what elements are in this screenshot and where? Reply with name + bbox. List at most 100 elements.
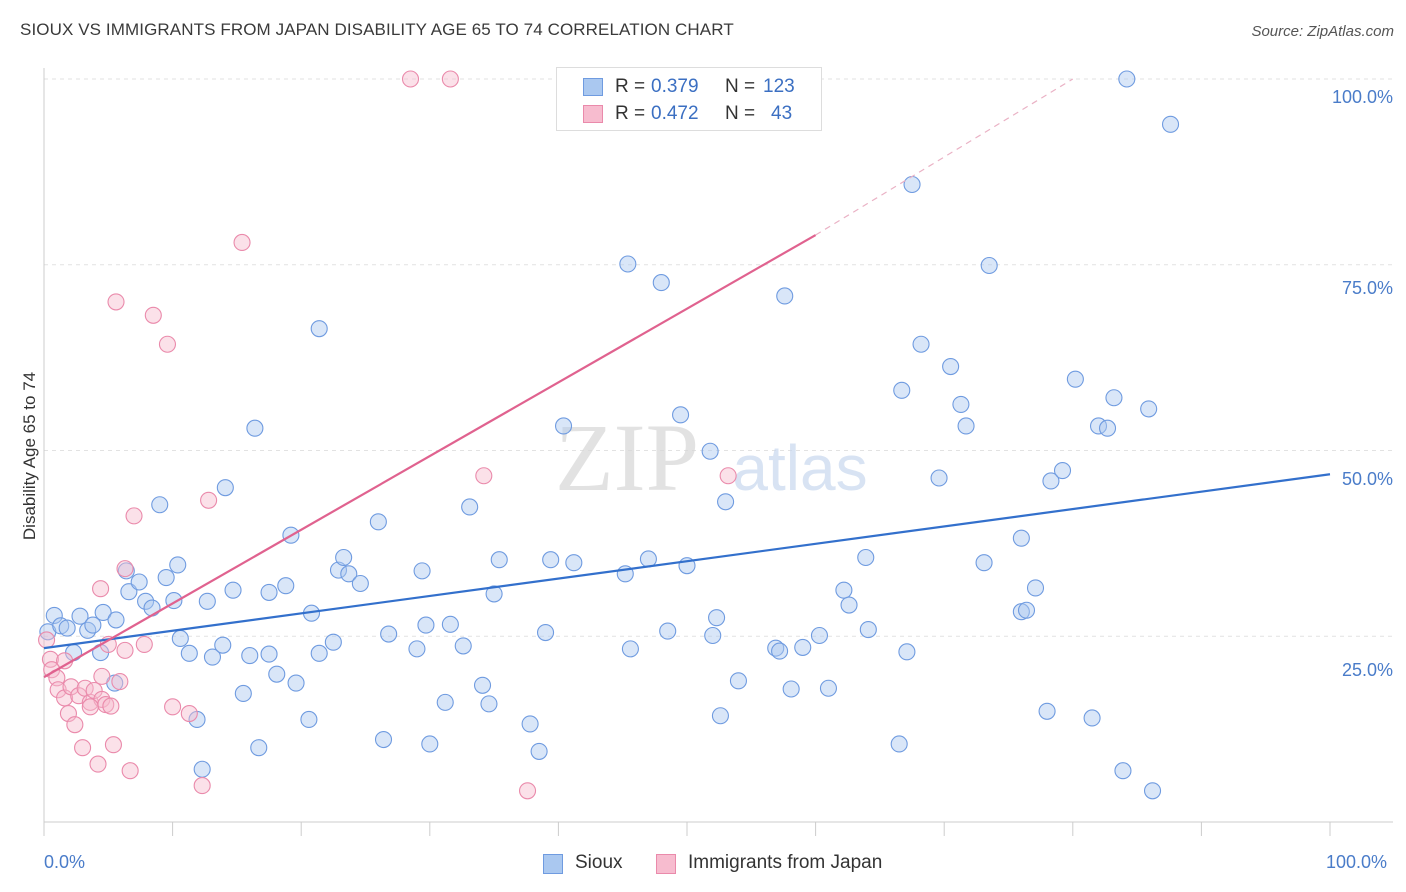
sioux-point: [835, 581, 853, 599]
japan-point: [107, 293, 125, 311]
sioux-point: [169, 556, 187, 574]
sioux-point: [151, 496, 169, 514]
sioux-point: [711, 707, 729, 725]
sioux-point: [565, 554, 583, 572]
bottom-legend-label: Immigrants from Japan: [688, 852, 883, 873]
sioux-point: [621, 640, 639, 658]
japan-point: [43, 661, 61, 679]
sioux-point: [1038, 702, 1056, 720]
japan-point: [164, 698, 182, 716]
legend-r-label: R =: [615, 103, 646, 124]
sioux-point: [819, 679, 838, 697]
japan-point: [125, 507, 143, 525]
sioux-point: [554, 417, 573, 435]
y-tick-label: 75.0%: [1341, 278, 1393, 298]
sioux-point: [1066, 370, 1084, 388]
sioux-point: [810, 626, 829, 645]
sioux-point: [659, 622, 677, 640]
sioux-point: [277, 577, 295, 595]
sioux-point: [71, 607, 89, 625]
sioux-point: [1012, 529, 1030, 547]
sioux-point: [1140, 400, 1158, 418]
japan-point: [74, 739, 92, 757]
sioux-point: [771, 642, 789, 660]
sioux-point: [542, 551, 560, 569]
sioux-point: [417, 616, 435, 634]
sioux-point: [374, 730, 393, 749]
japan-point: [719, 467, 737, 485]
sioux-point: [454, 637, 472, 655]
sioux-point: [942, 357, 960, 376]
legend-n-label: N =: [725, 103, 756, 124]
sioux-point: [480, 695, 498, 713]
sioux-point: [260, 645, 278, 663]
sioux-point: [1083, 709, 1101, 727]
sioux-point: [329, 561, 348, 579]
japan-point: [89, 755, 107, 773]
sioux-point: [729, 672, 747, 690]
sioux-point: [214, 636, 232, 654]
japan-point: [135, 635, 153, 653]
sioux-point: [300, 710, 318, 729]
bottom-legend-swatch-sioux: [543, 854, 563, 874]
sioux-point: [619, 255, 637, 273]
sioux-point: [461, 498, 479, 516]
sioux-point: [1114, 762, 1132, 780]
sioux-point: [980, 256, 998, 275]
sioux-point: [250, 739, 268, 757]
sioux-point: [672, 406, 690, 424]
x-tick-label-max: 100.0%: [1326, 852, 1388, 872]
sioux-point: [485, 585, 503, 603]
japan-point: [102, 697, 120, 715]
japan-point: [475, 467, 493, 485]
sioux-point: [45, 606, 63, 624]
correlation-legend: R = 0.379 N = 123 R = 0.472 N = 43: [556, 67, 822, 131]
legend-n-label: N =: [725, 76, 756, 97]
sioux-point: [268, 665, 286, 683]
chart-title: SIOUX VS IMMIGRANTS FROM JAPAN DISABILIT…: [20, 20, 734, 39]
sioux-point: [351, 574, 369, 593]
sioux-point: [340, 565, 358, 583]
sioux-point: [857, 548, 875, 567]
japan-point: [401, 70, 420, 88]
japan-point: [81, 698, 99, 716]
sioux-point: [1118, 70, 1136, 88]
sioux-point: [893, 381, 911, 399]
sioux-point: [94, 603, 112, 622]
source-label: Source: ZipAtlas.com: [1251, 23, 1394, 40]
sioux-point: [957, 417, 975, 435]
sioux-point: [912, 335, 930, 353]
sioux-point: [1042, 472, 1060, 490]
sioux-point: [840, 596, 858, 614]
japan-point: [93, 667, 111, 685]
sioux-point: [436, 693, 454, 711]
sioux-point: [794, 638, 812, 656]
data-points: [38, 70, 1180, 800]
japan-trend-extension: [815, 78, 1074, 236]
bottom-legend-label: Sioux: [575, 852, 623, 873]
japan-point: [180, 704, 198, 723]
sioux-point: [203, 648, 222, 666]
sioux-point: [246, 419, 264, 437]
sioux-point: [704, 626, 722, 645]
legend-swatch-japan: [583, 105, 603, 123]
sioux-point: [1098, 419, 1117, 437]
japan-point: [92, 580, 110, 598]
sioux-point: [413, 562, 431, 580]
sioux-point: [310, 644, 328, 662]
legend-n-value: 43: [771, 103, 793, 124]
sioux-point: [930, 469, 948, 487]
trend-lines: [43, 78, 1331, 679]
sioux-point: [1143, 782, 1162, 800]
japan-point: [233, 233, 251, 252]
japan-point: [200, 491, 218, 509]
sioux-point: [717, 493, 735, 511]
sioux-point: [490, 551, 508, 569]
sioux-point: [234, 684, 252, 703]
legend-r-label: R =: [615, 76, 646, 97]
sioux-point: [58, 619, 76, 637]
sioux-point: [975, 554, 993, 572]
sioux-point: [224, 581, 242, 599]
sioux-point: [530, 742, 548, 760]
